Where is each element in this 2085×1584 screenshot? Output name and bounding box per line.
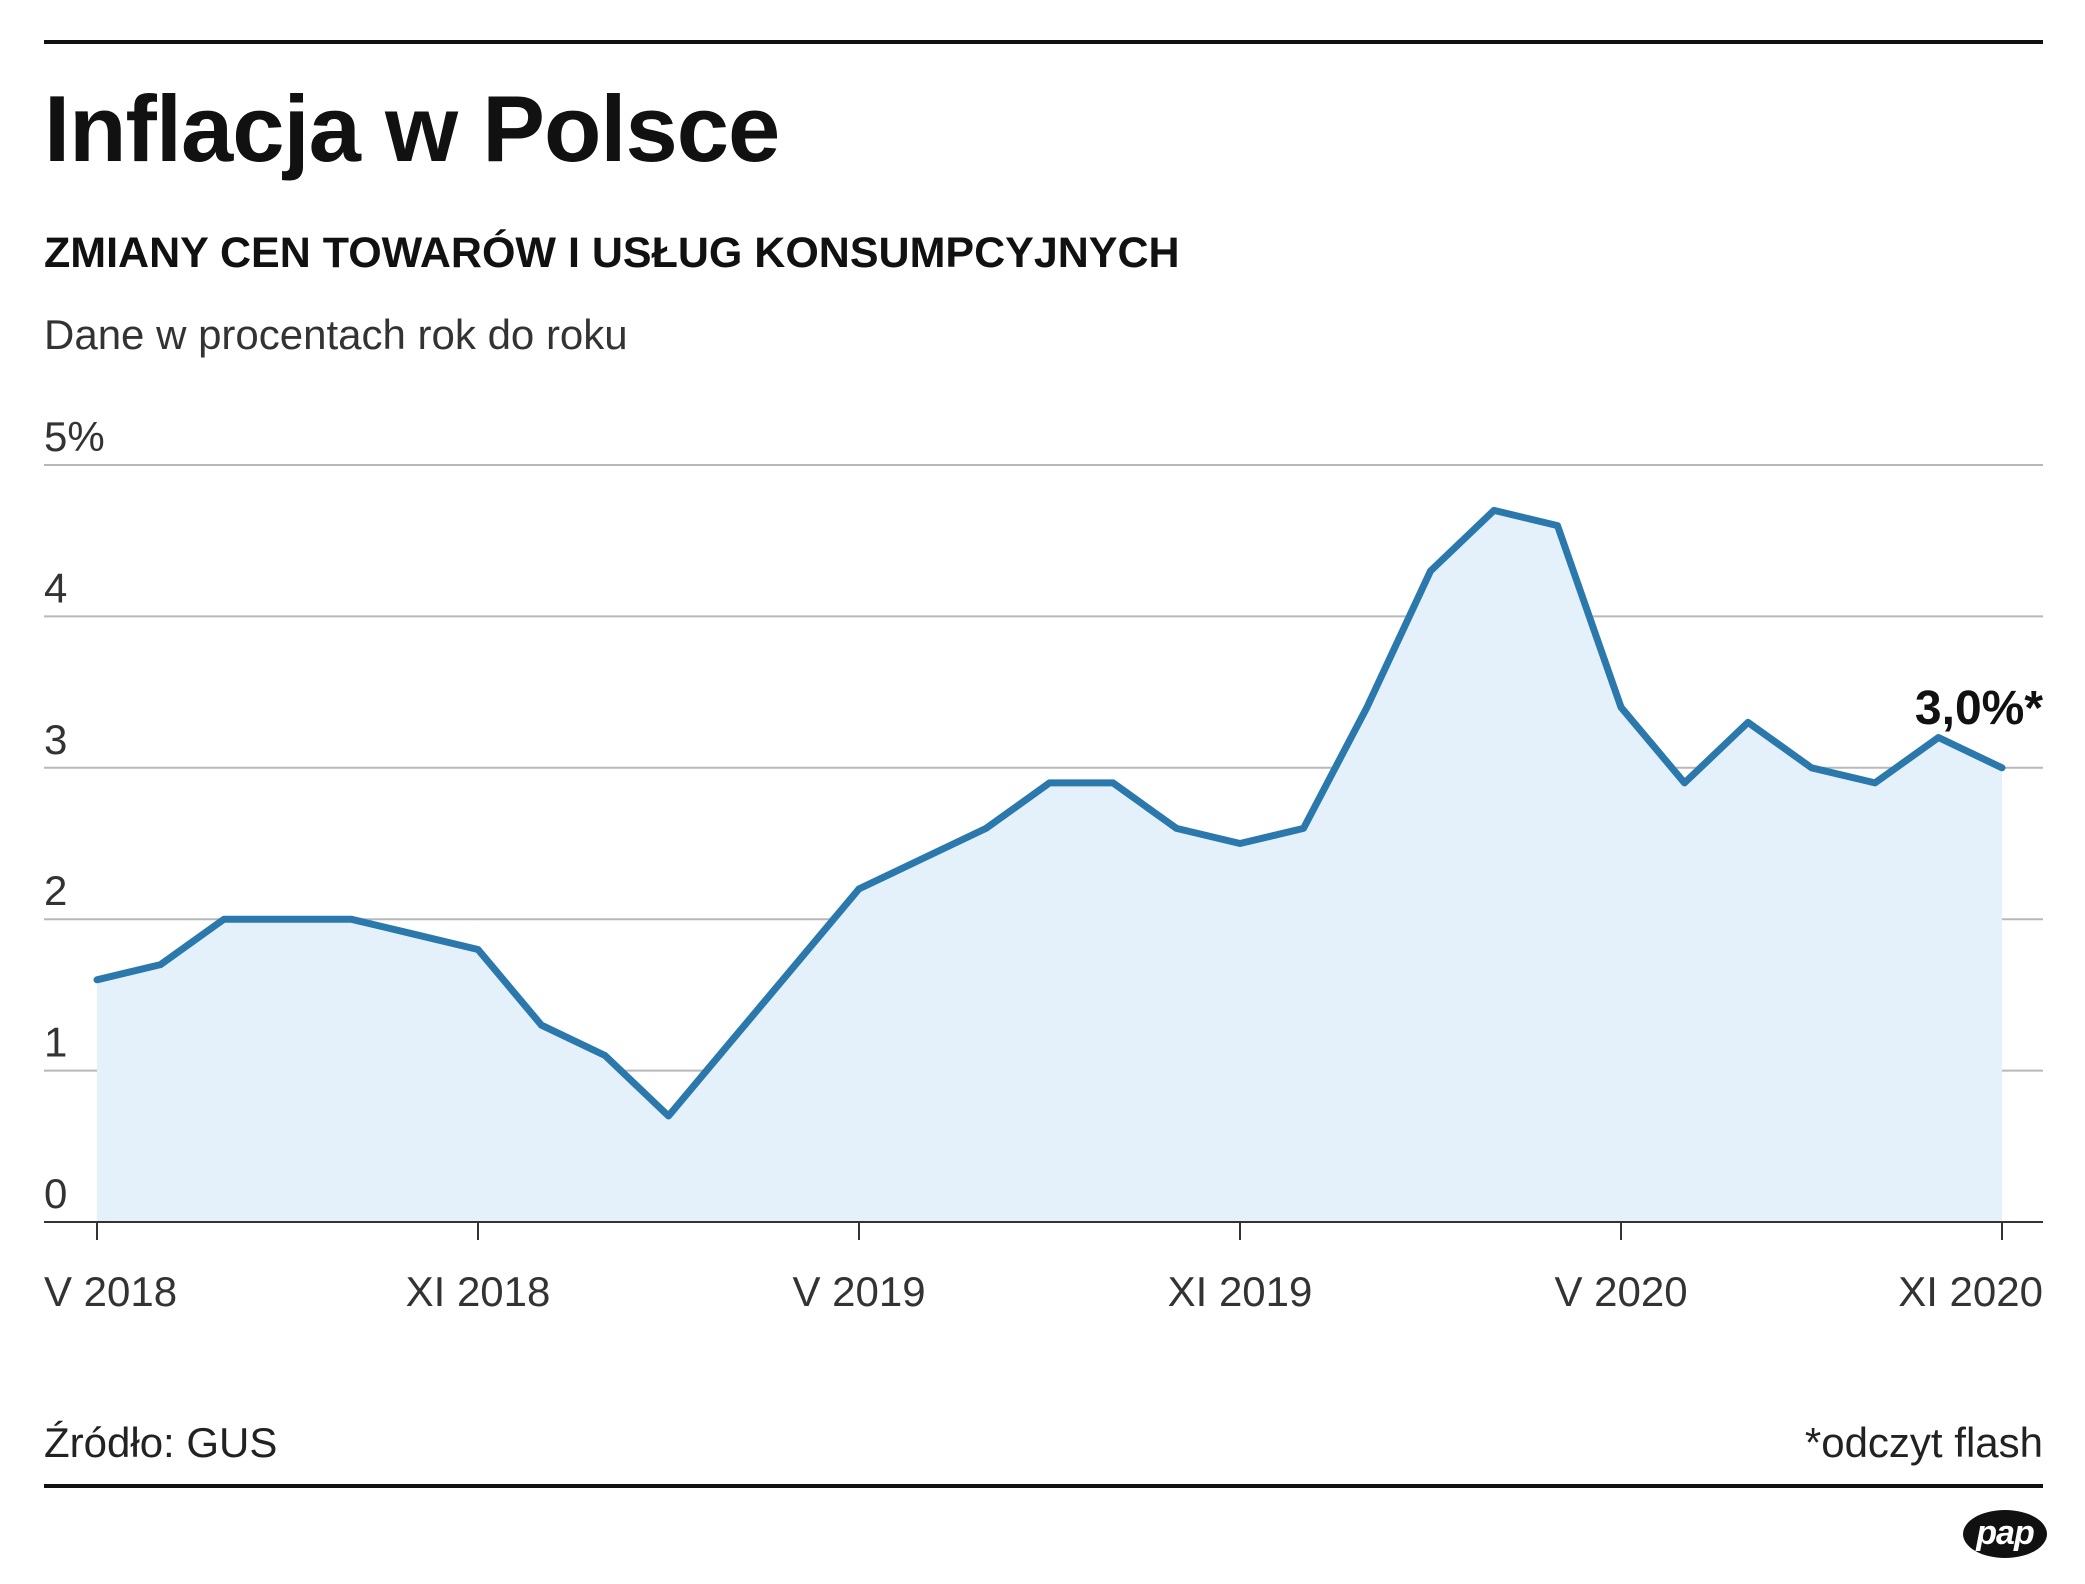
y-tick-label: 0 <box>44 1170 67 1217</box>
x-tick-label: V 2020 <box>1554 1268 1687 1315</box>
y-tick-labels: 0 1 2 3 4 5% <box>44 413 105 1217</box>
y-tick-label: 3 <box>44 716 67 763</box>
top-rule <box>44 40 2043 44</box>
line-chart: 0 1 2 3 4 5% V 2018 XI 2018 V 2019 XI 2019 V 2020… <box>44 413 2043 1315</box>
pap-logo: pap <box>1962 1508 2048 1560</box>
bottom-rule <box>44 1484 2043 1488</box>
y-tick-label: 1 <box>44 1019 67 1066</box>
x-tick-label: V 2019 <box>792 1268 925 1315</box>
x-tick-label: XI 2019 <box>1168 1268 1313 1315</box>
pap-logo-badge <box>1963 1510 2047 1558</box>
x-tick-label: V 2018 <box>44 1268 177 1315</box>
pap-logo-text: pap <box>1976 1514 2034 1552</box>
x-tick-label: XI 2020 <box>1898 1268 2043 1315</box>
x-tick-label: XI 2018 <box>406 1268 551 1315</box>
source-note: Źródło: GUS <box>44 1419 278 1466</box>
y-tick-label: 5% <box>44 413 105 460</box>
y-tick-label: 4 <box>44 564 67 611</box>
unit-note: Dane w procentach rok do roku <box>44 311 628 358</box>
x-axis: V 2018 XI 2018 V 2019 XI 2019 V 2020 XI 2020 <box>44 1221 2043 1315</box>
y-tick-label: 2 <box>44 867 67 914</box>
series-line <box>93 506 2006 1120</box>
chart-title: Inflacja w Polsce <box>44 76 780 181</box>
end-value-annotation: 3,0%* <box>1915 682 2043 735</box>
chart-subtitle: ZMIANY CEN TOWARÓW I USŁUG KONSUMPCYJNYC… <box>44 229 1180 277</box>
flash-footnote: *odczyt flash <box>1804 1419 2043 1466</box>
